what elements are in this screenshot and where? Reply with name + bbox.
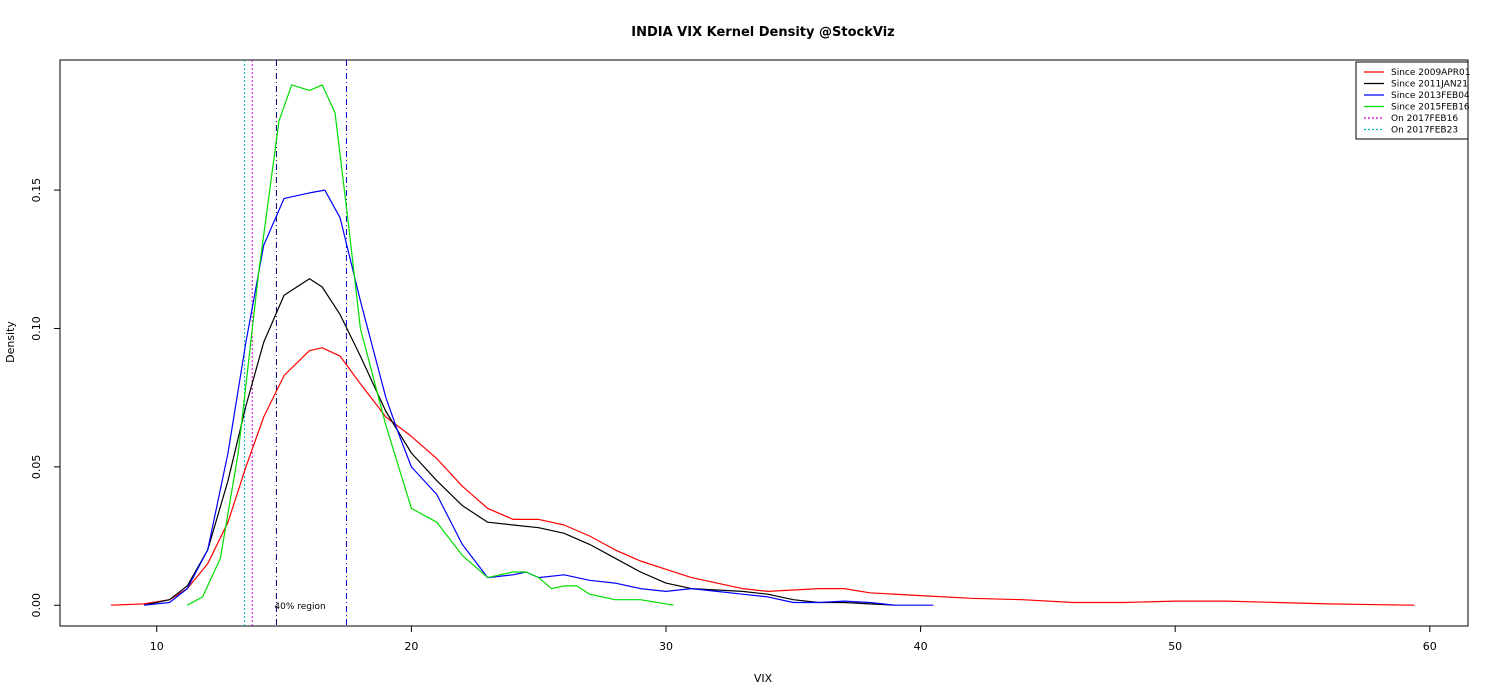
y-axis-title: Density [4,321,17,363]
legend-box [1355,61,1469,140]
legend-label-2: Since 2013FEB04 [1391,91,1470,101]
legend-label-4: On 2017FEB16 [1391,114,1458,124]
legend-label-3: Since 2015FEB16 [1391,103,1470,113]
x-tick-label-10: 10 [150,640,164,653]
plot-frame [59,59,1469,627]
y-tick-label-2: 0.10 [30,316,43,341]
region-annotation: 40% region [274,602,325,612]
y-tick-label-0: 0.00 [30,593,43,618]
axes: 10 20 30 40 50 60 0.00 0.05 0.10 0.15 [30,178,1437,653]
x-tick-label-20: 20 [404,640,418,653]
series-line-2 [143,189,934,606]
series-line-0 [110,347,1415,606]
plot-area: 40% region [110,60,1415,626]
y-tick-label-1: 0.05 [30,455,43,480]
chart-title: INDIA VIX Kernel Density @StockViz [631,25,895,40]
legend-label-5: On 2017FEB23 [1391,126,1458,136]
legend-label-1: Since 2011JAN21 [1391,80,1468,90]
x-axis-title: VIX [754,672,773,685]
x-tick-label-40: 40 [914,640,928,653]
x-tick-label-50: 50 [1168,640,1182,653]
series-line-3 [187,84,674,606]
x-tick-label-60: 60 [1423,640,1437,653]
series-line-1 [143,278,896,606]
y-tick-label-3: 0.15 [30,178,43,203]
x-tick-label-30: 30 [659,640,673,653]
legend-label-0: Since 2009APR01 [1391,68,1470,78]
